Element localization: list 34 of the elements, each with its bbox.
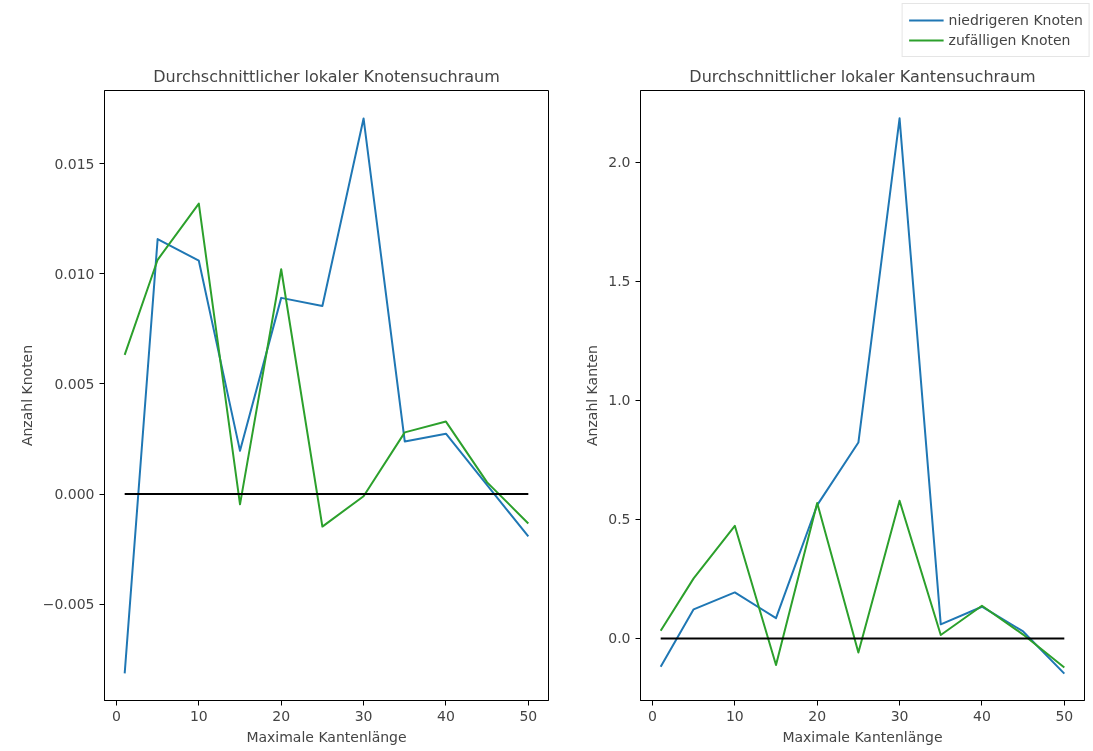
y-tick-label: 1.0 [608,392,631,409]
x-tick-label: 30 [354,707,373,724]
legend-label: zufälligen Knoten [948,32,1071,48]
chart-title: Durchschnittlicher lokaler Knotensuchraum [153,66,500,86]
x-tick-label: 10 [189,707,208,724]
x-tick-label: 50 [519,707,538,724]
x-axis-title: Maximale Kantenlänge [246,728,407,745]
y-tick-label: −0.005 [42,596,95,613]
legend-label: niedrigeren Knoten [948,12,1083,28]
y-tick-label: 0.000 [54,486,95,503]
line-series [659,117,1066,675]
y-tick-label: 0.010 [54,265,95,282]
y-tick-label: 2.0 [608,154,631,171]
x-tick-label: 0 [647,707,657,724]
line-series [123,202,530,528]
x-tick-label: 20 [272,707,291,724]
y-tick-label: 0.0 [608,630,631,647]
y-tick-label: 0.5 [608,511,631,528]
y-tick-label: 0.005 [54,375,95,392]
x-axis-title: Maximale Kantenlänge [782,728,943,745]
y-axis-title: Anzahl Kanten [584,345,601,446]
y-tick-label: 0.015 [54,155,95,172]
x-tick-label: 30 [890,707,909,724]
x-tick-label: 10 [725,707,744,724]
x-tick-label: 50 [1055,707,1074,724]
chart-title: Durchschnittlicher lokaler Kantensuchraum [689,66,1036,86]
x-tick-label: 40 [437,707,455,724]
y-tick-label: 1.5 [608,273,631,290]
line-series [123,117,530,675]
x-tick-label: 0 [111,707,121,724]
x-tick-label: 40 [973,707,991,724]
y-axis-title: Anzahl Knoten [18,344,35,447]
line-series [659,499,1066,669]
x-tick-label: 20 [808,707,827,724]
